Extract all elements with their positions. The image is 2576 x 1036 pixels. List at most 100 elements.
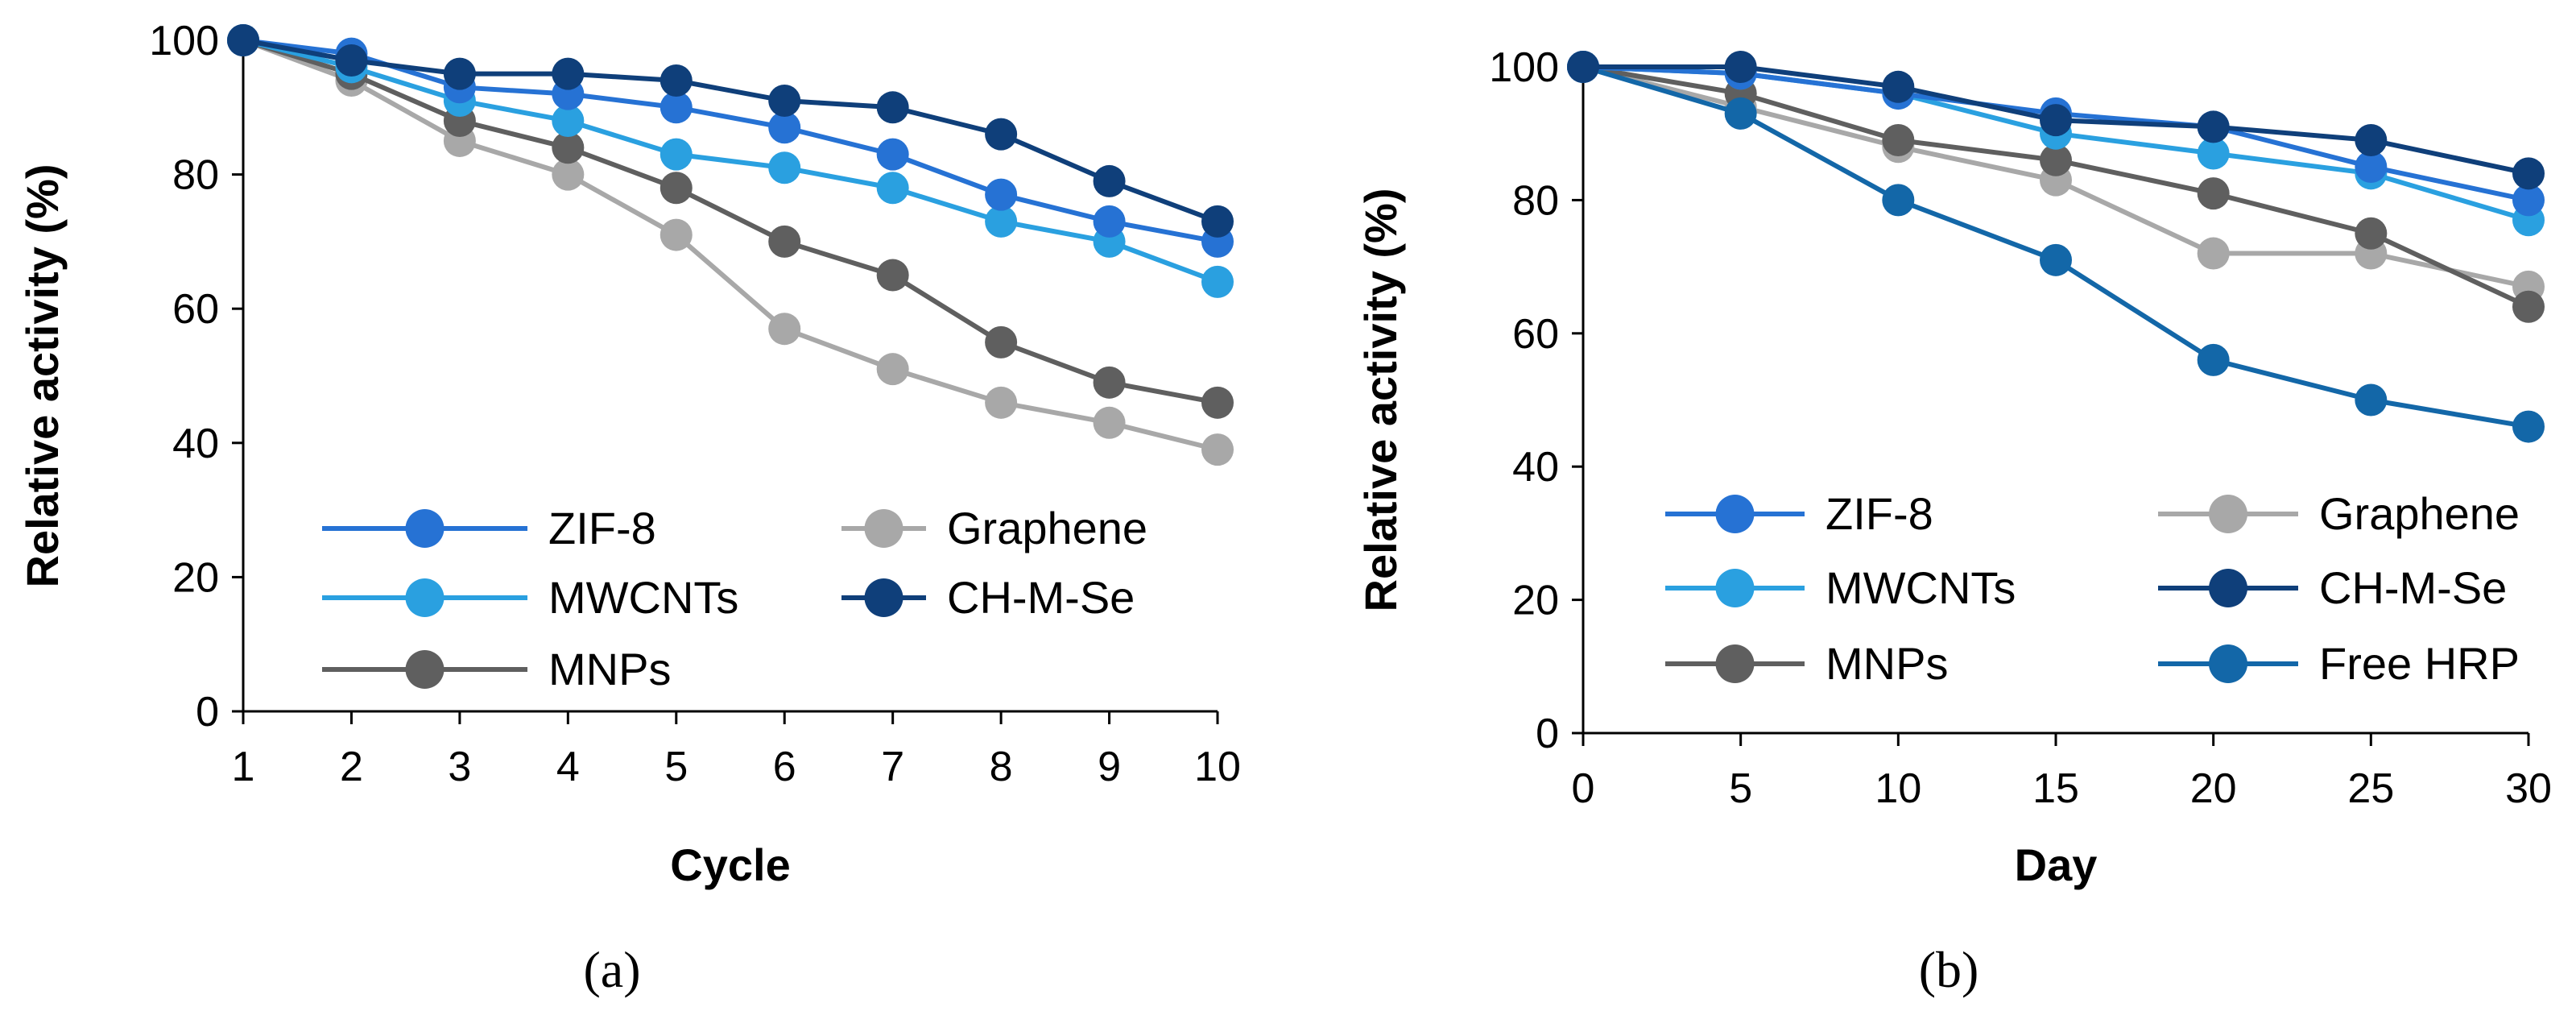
x-tick-label: 20: [2190, 765, 2237, 812]
data-point-ch-m-se: [876, 91, 909, 124]
legend-label: Free HRP: [2319, 638, 2520, 689]
data-point-ch-m-se: [443, 57, 476, 90]
legend-item-mnps: MNPs: [1665, 638, 1948, 689]
x-tick-label: 5: [1729, 765, 1752, 812]
x-axis-title: Cycle: [670, 839, 790, 890]
data-point-free-hrp: [2512, 410, 2545, 443]
x-tick-label: 10: [1194, 744, 1241, 790]
x-tick-label: 25: [2347, 765, 2394, 812]
y-tick-label: 0: [196, 689, 219, 736]
data-point-zif-8: [660, 91, 693, 124]
legend-swatch-marker: [405, 509, 444, 548]
chart-panel-a: 0 20 40 60 80 100 1 2 3 4 5 6 7 8 9 10 Cycle Relative act…: [17, 18, 1241, 998]
data-point-free-hrp: [2355, 383, 2388, 416]
data-point-zif-8: [768, 111, 801, 144]
x-tick-label: 6: [773, 744, 796, 790]
legend-item-free-hrp: Free HRP: [2158, 638, 2520, 689]
x-tick-label: 3: [448, 744, 471, 790]
y-tick-label: 60: [172, 286, 219, 333]
data-point-graphene: [985, 386, 1018, 419]
legend-item-mwcnts: MWCNTs: [322, 572, 738, 623]
series-mnps: [227, 24, 1234, 419]
data-point-zif-8: [1093, 205, 1126, 238]
legend-item-zif-8: ZIF-8: [322, 503, 656, 553]
x-tick-label: 8: [990, 744, 1013, 790]
data-point-mwcnts: [1201, 265, 1234, 298]
x-tick-label: 5: [664, 744, 688, 790]
x-tick-label: 15: [2032, 765, 2079, 812]
legend-label: ZIF-8: [1826, 488, 1933, 539]
data-point-ch-m-se: [768, 84, 801, 117]
x-tick-label: 30: [2505, 765, 2552, 812]
data-point-mnps: [768, 225, 801, 258]
chart-panel-b: 0 20 40 60 80 100 0 5 10 15 20 25 30 Day Relative acti…: [1355, 44, 2552, 998]
series-zif-8: [227, 24, 1234, 258]
data-point-graphene: [660, 218, 693, 251]
data-point-ch-m-se: [1201, 205, 1234, 238]
data-point-ch-m-se: [1567, 51, 1599, 83]
data-point-free-hrp: [2040, 243, 2072, 276]
legend-label: Graphene: [2319, 488, 2520, 539]
legend-item-graphene: Graphene: [2158, 488, 2520, 539]
legend-label: Graphene: [947, 503, 1147, 553]
legend-item-ch-m-se: CH-M-Se: [2158, 562, 2507, 613]
legend-swatch-marker: [1715, 569, 1755, 607]
legend-label: CH-M-Se: [947, 572, 1135, 623]
data-point-graphene: [768, 313, 801, 346]
data-point-graphene: [552, 158, 585, 191]
legend-label: MWCNTs: [548, 572, 738, 623]
data-point-mnps: [2197, 177, 2230, 210]
data-point-mwcnts: [985, 205, 1018, 238]
data-point-ch-m-se: [2512, 157, 2545, 190]
series-ch-m-se: [1567, 51, 2545, 190]
legend-swatch-marker: [864, 578, 903, 617]
data-point-mwcnts: [660, 138, 693, 171]
x-tick-label: 10: [1875, 765, 1921, 812]
data-point-mwcnts: [2197, 137, 2230, 170]
legend: ZIF-8 Graphene MWCNTs CH-M-Se MNPs: [322, 503, 1147, 694]
data-point-free-hrp: [2197, 343, 2230, 376]
data-point-ch-m-se: [335, 44, 368, 77]
legend-swatch-marker: [2209, 569, 2247, 607]
series-line-mnps: [242, 38, 1218, 405]
data-point-mnps: [1093, 366, 1126, 399]
legend-item-mnps: MNPs: [322, 644, 671, 694]
x-tick-label: 7: [881, 744, 904, 790]
series-line-graphene: [242, 38, 1218, 453]
data-point-ch-m-se: [660, 64, 693, 97]
legend-swatch-marker: [864, 509, 903, 548]
legend-item-ch-m-se: CH-M-Se: [841, 572, 1135, 623]
legend-label: MNPs: [548, 644, 671, 694]
legend-swatch-marker: [2209, 644, 2247, 683]
data-point-mnps: [660, 172, 693, 205]
data-point-ch-m-se: [227, 24, 259, 56]
data-point-zif-8: [985, 178, 1018, 211]
x-axis-title: Day: [2015, 839, 2098, 890]
legend: ZIF-8 Graphene MWCNTs CH-M-Se MNPs Free HRP: [1665, 488, 2520, 689]
legend-label: ZIF-8: [548, 503, 656, 553]
data-point-mwcnts: [768, 151, 801, 184]
legend-label: CH-M-Se: [2319, 562, 2507, 613]
data-point-ch-m-se: [2197, 110, 2230, 143]
data-point-graphene: [1093, 406, 1126, 439]
data-point-zif-8: [2512, 184, 2545, 217]
data-point-ch-m-se: [552, 57, 585, 90]
series-ch-m-se: [227, 24, 1234, 238]
x-tick-label: 1: [232, 744, 255, 790]
data-point-mnps: [1201, 386, 1234, 419]
panel-caption: (a): [583, 941, 640, 998]
data-point-mwcnts: [876, 172, 909, 205]
data-point-mnps: [2512, 290, 2545, 323]
y-tick-label: 80: [172, 152, 219, 199]
y-tick-label: 20: [1512, 578, 1559, 624]
y-tick-label: 40: [1512, 444, 1559, 491]
y-tick-label: 0: [1536, 711, 1559, 757]
y-tick-label: 40: [172, 421, 219, 467]
data-point-mnps: [876, 259, 909, 292]
data-point-ch-m-se: [2040, 104, 2072, 137]
legend-label: MWCNTs: [1826, 562, 2016, 613]
data-point-mnps: [985, 325, 1018, 358]
legend-item-zif-8: ZIF-8: [1665, 488, 1933, 539]
data-point-graphene: [1201, 433, 1234, 466]
